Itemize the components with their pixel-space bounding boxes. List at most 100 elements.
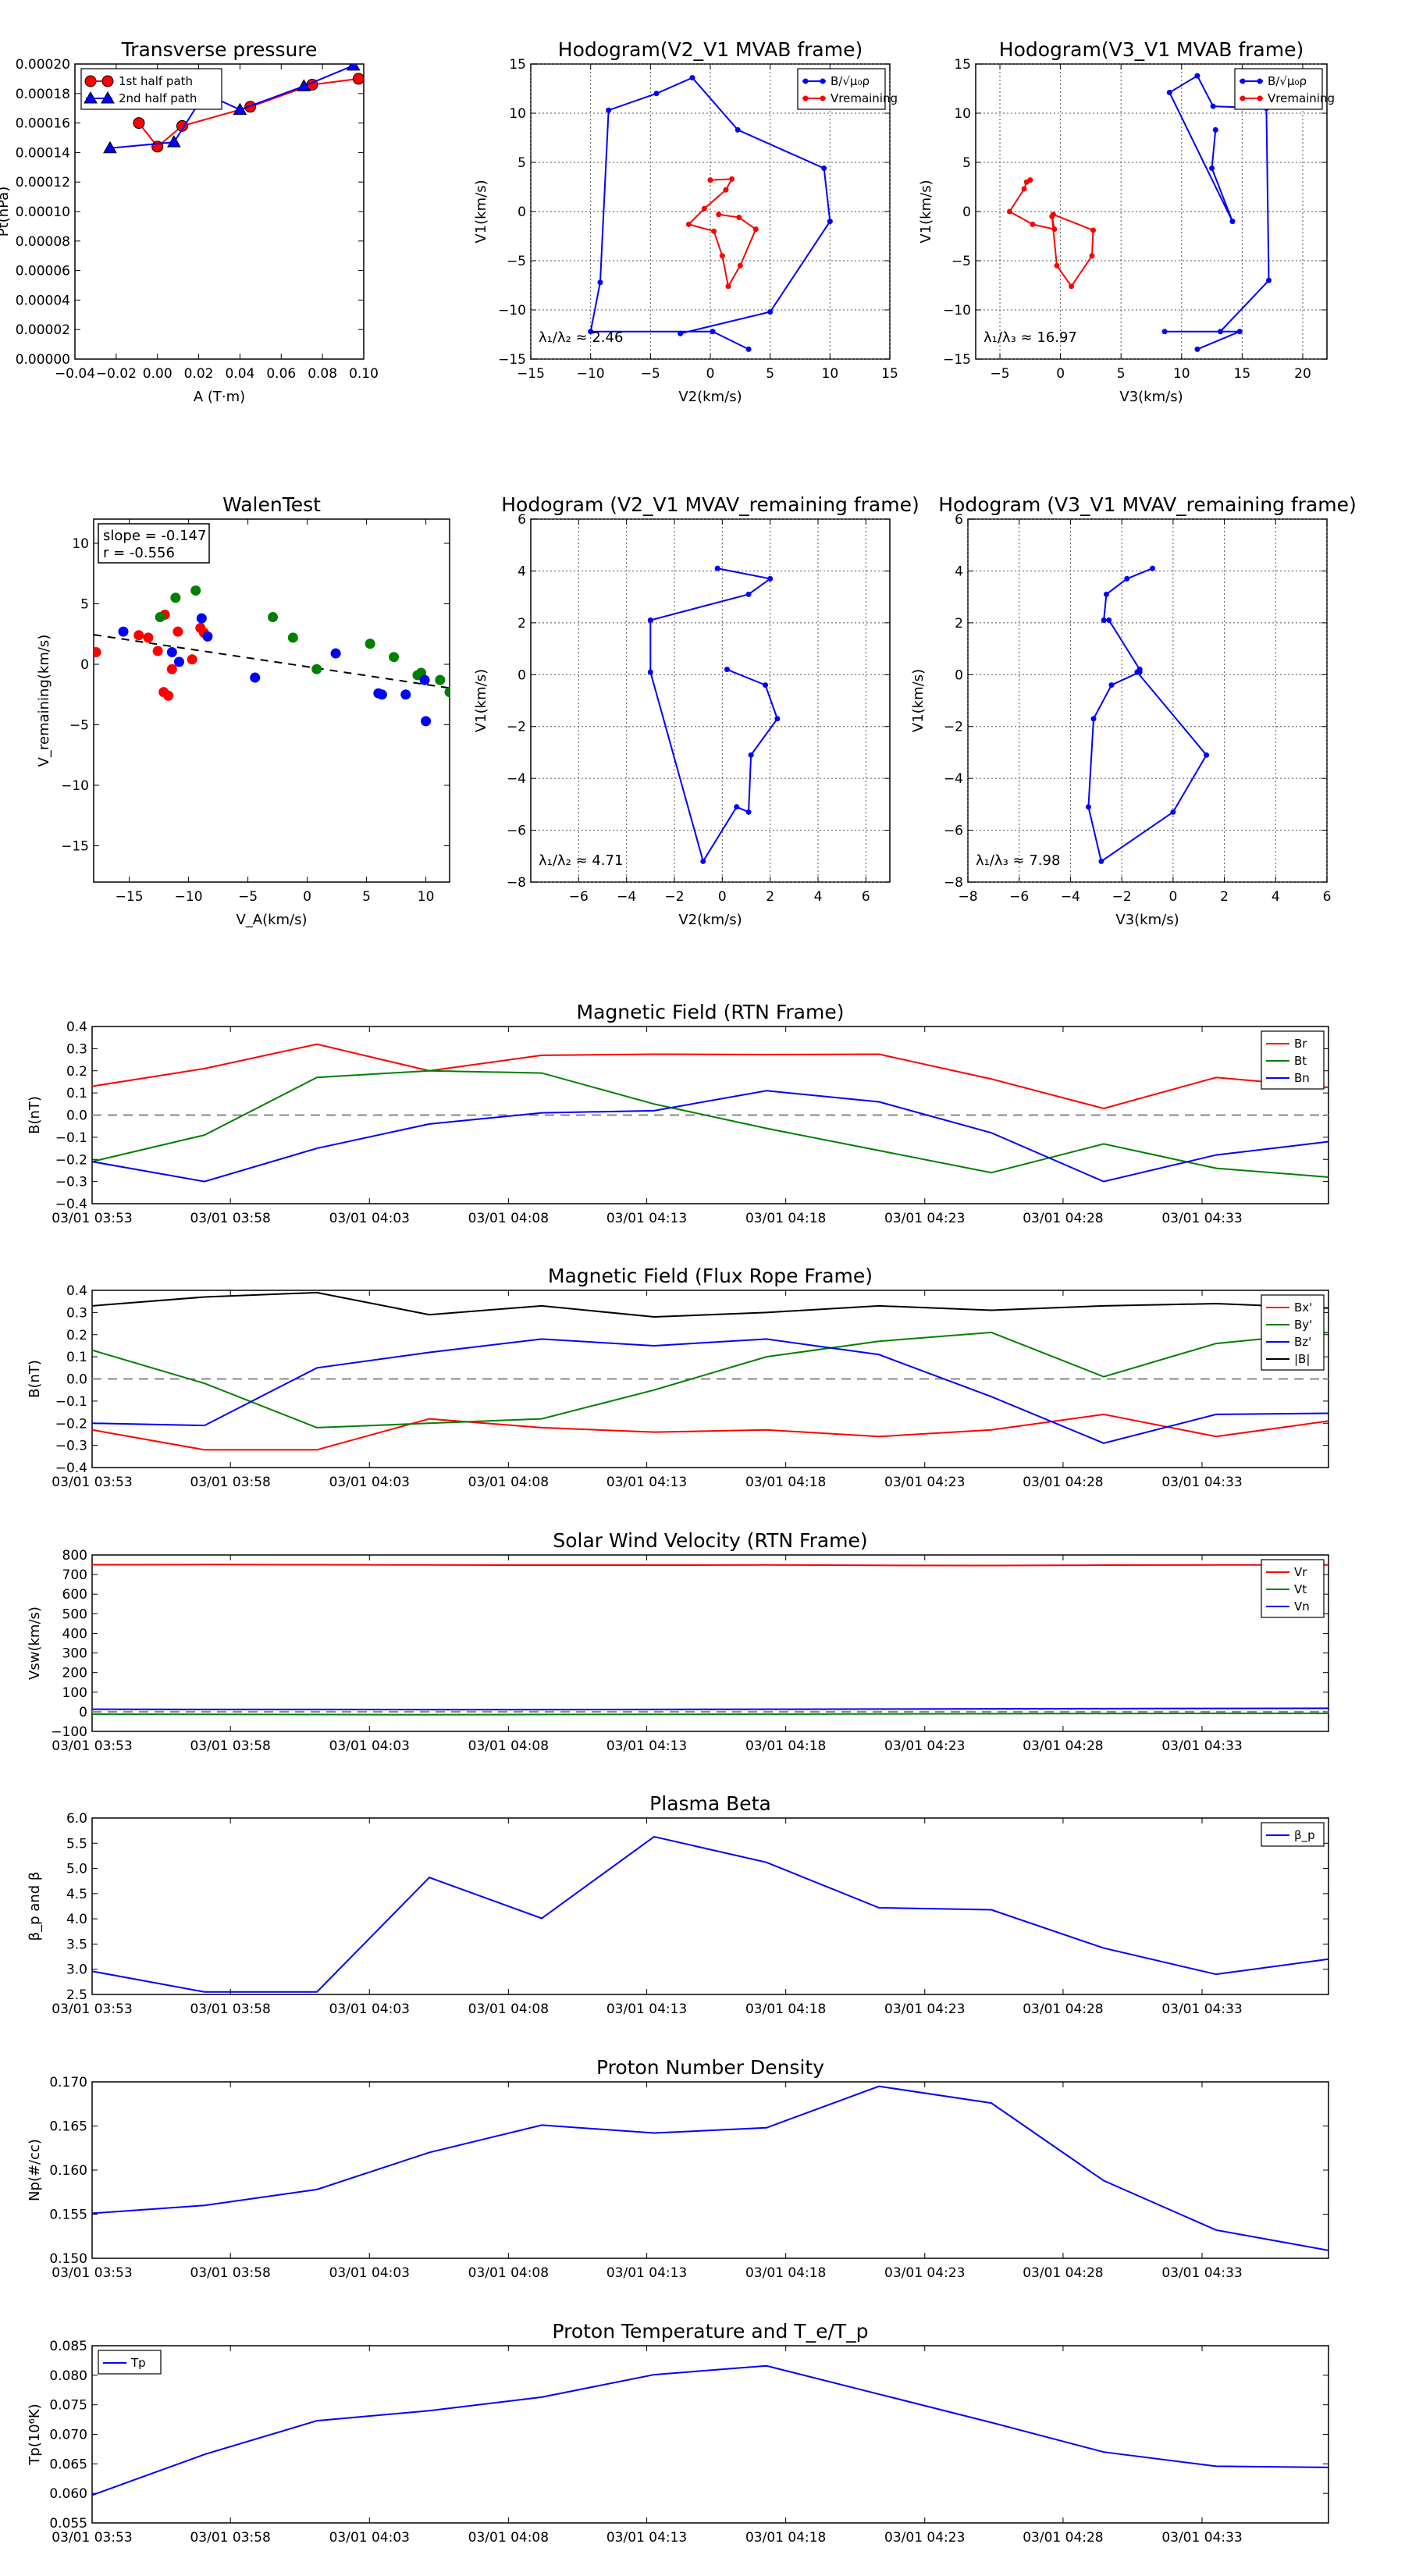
x-tick-label: 03/01 04:03 — [329, 1475, 410, 1490]
y-tick-label: 0 — [955, 667, 963, 683]
x-tick-label: 03/01 04:13 — [606, 2530, 687, 2546]
series-brtn-0-line — [92, 1043, 1329, 1110]
y-tick-label: 0.155 — [49, 2208, 87, 2223]
legend-box — [1261, 1294, 1325, 1371]
y-tick-label: 200 — [62, 1666, 87, 1681]
series-h1-1-point — [716, 212, 722, 218]
series-h1-0-point — [745, 346, 752, 352]
y-tick-label: 3.5 — [66, 1937, 87, 1952]
chart-title: Solar Wind Velocity (RTN Frame) — [553, 1529, 867, 1552]
x-tick-label: −15 — [116, 889, 144, 905]
y-tick-label: 6 — [518, 512, 526, 528]
legend-label: Bz' — [1294, 1335, 1311, 1349]
chart-h1: −15 −10 −5 0 5 10 15 −15 −10 −5 0 5 10 15 Hodogram(V2_… — [473, 38, 898, 405]
series-walen-1-point — [435, 674, 446, 685]
x-axis-label: V2(km/s) — [678, 912, 742, 928]
x-tick-label: 03/01 04:18 — [745, 1475, 826, 1490]
x-tick-label: 20 — [1294, 366, 1311, 382]
series-h1-0-point — [606, 107, 612, 113]
series-h2-0-point — [1229, 219, 1236, 225]
chart-h2: −5 0 5 10 15 20 −15 −10 −5 0 5 10 15 Hodogram(V3_V1 M… — [918, 38, 1335, 405]
data-layer — [92, 1564, 1329, 1716]
legend-marker — [1257, 95, 1263, 101]
y-tick-label: −8 — [944, 875, 963, 891]
legend-label: Vn — [1294, 1599, 1310, 1614]
x-tick-label: 0 — [706, 366, 715, 382]
series-brtn-1-line — [92, 1069, 1329, 1178]
series-h1-1-point — [737, 262, 743, 269]
x-tick-label: 03/01 04:18 — [745, 1738, 826, 1754]
y-tick-label: −0.4 — [55, 1461, 87, 1476]
legend-label: Tp — [130, 2356, 146, 2370]
y-tick-label: 0.0 — [66, 1372, 87, 1388]
x-tick-label: −8 — [958, 889, 977, 905]
legend-marker — [84, 91, 98, 104]
y-axis-label: β_p and β — [27, 1872, 43, 1941]
y-tick-label: 4 — [518, 564, 526, 579]
legend-label: Vremaining — [1268, 91, 1335, 105]
series-h2-0-point — [1266, 277, 1272, 283]
series-h4-0-point — [1136, 667, 1143, 673]
y-axis-label: Pt(nPa) — [0, 187, 12, 237]
x-tick-label: −2 — [664, 889, 684, 905]
y-tick-label: 4.5 — [66, 1887, 87, 1902]
series-h1-0-point — [735, 126, 741, 133]
y-axis-label: Vsw(km/s) — [27, 1606, 43, 1680]
x-tick-label: 03/01 04:28 — [1023, 2001, 1103, 2017]
y-tick-label: 0.00008 — [16, 234, 70, 250]
series-walen-0-point — [173, 626, 183, 637]
series-h3-0-point — [774, 716, 781, 722]
x-tick-label: 03/01 04:03 — [329, 2265, 410, 2281]
y-tick-label: 4.0 — [66, 1912, 87, 1927]
y-tick-label: −10 — [943, 303, 971, 318]
series-h2-0-point — [1161, 329, 1168, 335]
plot-frame — [93, 518, 450, 883]
x-tick-label: 03/01 03:58 — [190, 2001, 270, 2017]
y-tick-label: 3.0 — [66, 1962, 87, 1978]
plot-frame — [74, 63, 365, 360]
y-tick-label: 0.4 — [66, 1019, 87, 1035]
y-tick-label: 0 — [518, 667, 526, 683]
series-pt-0-point — [133, 117, 145, 130]
y-axis-label: Tp(10⁶K) — [27, 2403, 43, 2465]
y-tick-label: 0.165 — [49, 2119, 87, 2135]
stats-box — [98, 523, 210, 564]
plot-frame — [91, 1817, 1329, 1995]
series-pt-1-line — [109, 64, 354, 149]
x-tick-label: 03/01 04:08 — [468, 1475, 549, 1490]
series-pt-0-point — [352, 73, 364, 85]
x-tick-label: 03/01 04:13 — [606, 1211, 687, 1226]
x-tick-label: 6 — [862, 889, 870, 905]
y-axis-label: B(nT) — [27, 1360, 43, 1398]
series-walen-1-point — [155, 612, 165, 623]
legend-label: Bt — [1294, 1054, 1307, 1068]
x-tick-label: 03/01 04:08 — [468, 2001, 549, 2017]
x-tick-label: 03/01 03:58 — [190, 1211, 270, 1226]
chart-title: WalenTest — [222, 493, 321, 516]
y-tick-label: 2.5 — [66, 1987, 87, 2003]
series-walen-0-point — [152, 646, 163, 656]
x-tick-label: 03/01 04:23 — [884, 2530, 965, 2546]
series-h4-0-point — [1101, 617, 1107, 624]
y-tick-label: 600 — [62, 1587, 87, 1603]
legend-marker — [820, 78, 826, 84]
series-h1-1-point — [707, 177, 713, 183]
chart-title: Hodogram(V3_V1 MVAB frame) — [999, 38, 1304, 61]
y-tick-label: 5 — [518, 155, 526, 171]
plot-frame — [91, 1554, 1329, 1732]
series-walen-1-point — [444, 687, 450, 698]
legend-marker — [1240, 95, 1246, 101]
series-h1-0-point — [767, 309, 774, 315]
series-h3-0-point — [767, 575, 774, 582]
data-layer — [1006, 73, 1272, 352]
y-tick-label: −8 — [507, 875, 526, 891]
series-h3-0-point — [763, 682, 769, 688]
series-walen-2-point — [173, 656, 184, 667]
legend-marker — [820, 95, 826, 101]
legend-label: |B| — [1294, 1352, 1310, 1366]
y-tick-label: 0.085 — [49, 2339, 87, 2354]
plot-frame — [530, 518, 891, 883]
y-tick-label: 500 — [62, 1606, 87, 1622]
series-h2-1-point — [1006, 208, 1012, 215]
y-axis-label: Np(#/cc) — [27, 2139, 43, 2201]
